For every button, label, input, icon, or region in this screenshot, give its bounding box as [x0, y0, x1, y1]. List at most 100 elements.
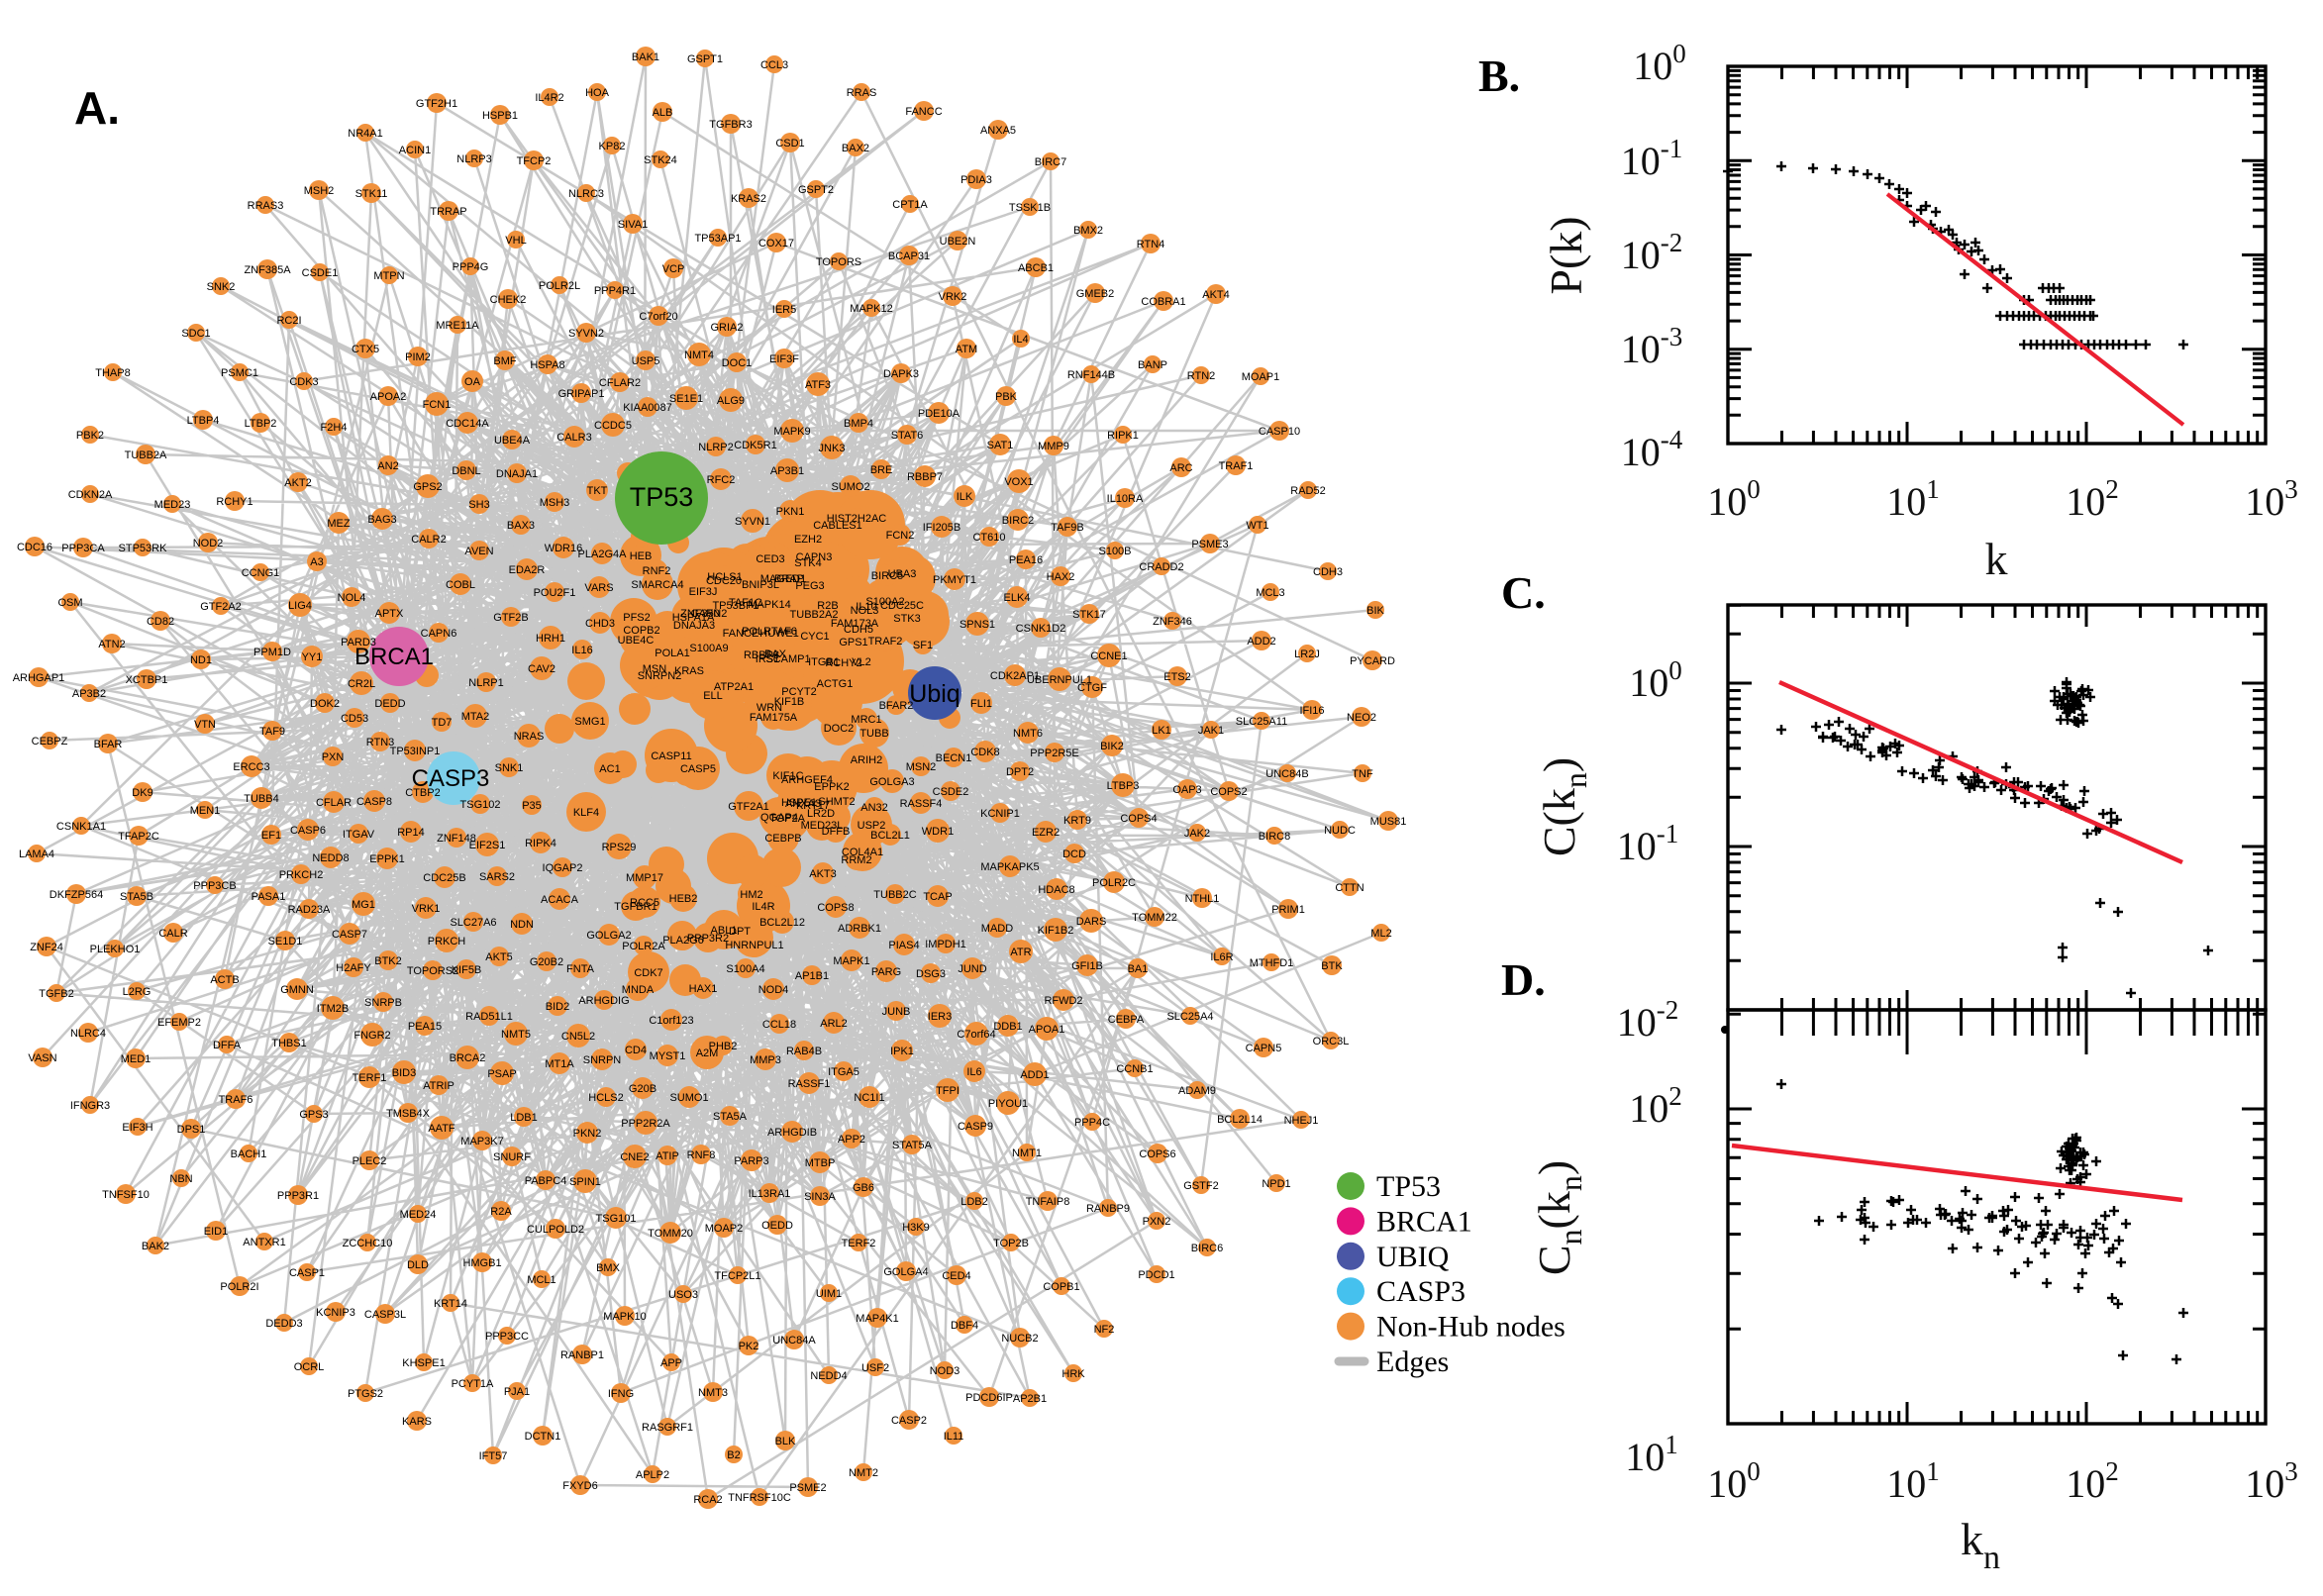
svg-text:CEBPB: CEBPB — [764, 833, 801, 845]
svg-text:S100A4: S100A4 — [726, 963, 764, 975]
svg-text:UBE4C: UBE4C — [618, 635, 655, 647]
svg-text:PLEC2: PLEC2 — [353, 1155, 387, 1167]
svg-text:UBA3: UBA3 — [888, 568, 917, 580]
svg-text:COPS2: COPS2 — [1210, 786, 1247, 798]
svg-text:NUCB2: NUCB2 — [1001, 1333, 1038, 1345]
svg-text:CDC14A: CDC14A — [446, 418, 489, 430]
svg-text:IL11: IL11 — [944, 1431, 964, 1443]
svg-text:RAD52: RAD52 — [1290, 485, 1325, 497]
svg-text:NHEJ1: NHEJ1 — [1284, 1115, 1319, 1127]
svg-text:ZNF350: ZNF350 — [680, 608, 720, 620]
svg-text:DARS: DARS — [1076, 916, 1107, 928]
svg-text:OSM: OSM — [57, 597, 82, 609]
svg-text:PKN1: PKN1 — [776, 506, 805, 518]
svg-text:KHSPE1: KHSPE1 — [402, 1357, 445, 1369]
svg-text:DPT2: DPT2 — [1006, 766, 1034, 778]
svg-text:ATP2A1: ATP2A1 — [714, 681, 754, 693]
svg-text:ITGA5: ITGA5 — [828, 1066, 859, 1078]
svg-text:STAT6: STAT6 — [891, 430, 924, 442]
svg-text:ND1: ND1 — [190, 654, 212, 666]
svg-text:POLRTAF6: POLRTAF6 — [742, 626, 797, 638]
svg-text:SNURF: SNURF — [493, 1151, 531, 1163]
svg-text:CDK8: CDK8 — [970, 747, 999, 758]
svg-text:C(kn): C(kn) — [1534, 757, 1593, 856]
svg-text:PLA2G4A: PLA2G4A — [578, 549, 628, 560]
svg-text:RTN3: RTN3 — [366, 737, 395, 748]
svg-text:PRKCH: PRKCH — [428, 936, 466, 948]
svg-text:SIN3A: SIN3A — [804, 1191, 836, 1203]
svg-text:CALR3: CALR3 — [556, 432, 591, 444]
svg-text:FNTA: FNTA — [566, 963, 595, 975]
svg-text:ARHGAP1: ARHGAP1 — [13, 672, 65, 684]
svg-text:TERF1: TERF1 — [353, 1072, 387, 1084]
svg-text:NBN: NBN — [169, 1173, 192, 1185]
svg-text:RNF144B: RNF144B — [1067, 369, 1115, 381]
svg-text:TGFBR3: TGFBR3 — [709, 119, 752, 131]
svg-text:PJA1: PJA1 — [504, 1386, 530, 1398]
svg-text:SDC1: SDC1 — [181, 328, 210, 340]
svg-text:PBK: PBK — [995, 391, 1018, 403]
svg-text:ACTG1: ACTG1 — [817, 678, 854, 690]
svg-text:CASP6: CASP6 — [290, 825, 326, 837]
svg-text:IER5: IER5 — [772, 304, 796, 316]
svg-text:STA5B: STA5B — [120, 891, 153, 903]
svg-text:PIYOU1: PIYOU1 — [988, 1098, 1028, 1110]
svg-text:DCTN1: DCTN1 — [525, 1431, 561, 1443]
svg-text:OEDD: OEDD — [761, 1220, 793, 1232]
svg-text:BMF: BMF — [493, 355, 517, 367]
svg-text:A3: A3 — [310, 556, 323, 568]
svg-text:MAPK1: MAPK1 — [833, 955, 869, 967]
svg-text:CASP5: CASP5 — [680, 763, 716, 775]
svg-text:STP53RK: STP53RK — [119, 543, 168, 554]
svg-text:MED23: MED23 — [154, 499, 191, 511]
svg-text:ALB: ALB — [653, 107, 673, 119]
svg-text:GPS1: GPS1 — [839, 637, 867, 648]
svg-text:EF1: EF1 — [261, 830, 281, 842]
svg-text:CASP1: CASP1 — [289, 1267, 325, 1279]
svg-text:IFI16: IFI16 — [1299, 705, 1324, 717]
svg-text:JAK2: JAK2 — [1184, 828, 1210, 840]
svg-text:NMT6: NMT6 — [1013, 728, 1043, 740]
svg-text:NUDC: NUDC — [1324, 825, 1356, 837]
svg-text:ADRBK1: ADRBK1 — [838, 923, 881, 935]
svg-text:TRRAP: TRRAP — [430, 206, 466, 218]
svg-text:TFCP2L1: TFCP2L1 — [714, 1270, 760, 1282]
svg-text:PDCD1: PDCD1 — [1138, 1269, 1174, 1281]
svg-text:BRCA1: BRCA1 — [354, 644, 434, 670]
svg-text:PEG3: PEG3 — [795, 580, 824, 592]
svg-text:RAD51L1: RAD51L1 — [465, 1011, 513, 1023]
svg-text:HDAC8: HDAC8 — [1038, 884, 1074, 896]
svg-text:ELL: ELL — [703, 690, 723, 702]
svg-text:BIK: BIK — [1366, 605, 1384, 617]
svg-text:APOA2: APOA2 — [370, 391, 407, 403]
svg-text:ANTXR1: ANTXR1 — [243, 1237, 285, 1248]
svg-text:TP53BP1: TP53BP1 — [712, 600, 758, 612]
svg-text:BIK2: BIK2 — [1100, 741, 1124, 752]
svg-text:TUBB2A: TUBB2A — [125, 449, 167, 461]
svg-text:MOAP2: MOAP2 — [705, 1223, 744, 1235]
svg-text:HEB: HEB — [630, 550, 653, 562]
svg-text:CR2L: CR2L — [348, 678, 375, 690]
svg-text:HMGB1: HMGB1 — [462, 1257, 501, 1269]
svg-text:SNRPN: SNRPN — [583, 1054, 622, 1066]
svg-text:CTX5: CTX5 — [352, 344, 379, 355]
svg-text:KIF5B: KIF5B — [452, 964, 482, 976]
svg-text:LDB2: LDB2 — [960, 1196, 988, 1208]
svg-text:RRAS: RRAS — [847, 87, 877, 99]
svg-text:100: 100 — [1707, 474, 1761, 524]
svg-text:PDCD6IP: PDCD6IP — [965, 1392, 1013, 1404]
svg-text:TFAP2C: TFAP2C — [118, 831, 159, 843]
svg-text:AC1: AC1 — [599, 763, 620, 775]
svg-text:D.: D. — [1501, 954, 1546, 1005]
svg-text:A.: A. — [74, 82, 120, 134]
svg-text:CCNG1: CCNG1 — [242, 567, 280, 579]
svg-text:MAPK9: MAPK9 — [773, 426, 810, 438]
svg-text:KIF1B: KIF1B — [774, 696, 805, 708]
svg-text:NMT5: NMT5 — [501, 1029, 531, 1041]
svg-text:STK17: STK17 — [1072, 609, 1106, 621]
svg-text:HAX2: HAX2 — [1047, 571, 1075, 583]
svg-text:THAP8: THAP8 — [95, 367, 130, 379]
svg-text:NOL4: NOL4 — [338, 592, 366, 604]
svg-text:EFEMP2: EFEMP2 — [157, 1017, 201, 1029]
svg-text:AP3B1: AP3B1 — [770, 465, 804, 477]
